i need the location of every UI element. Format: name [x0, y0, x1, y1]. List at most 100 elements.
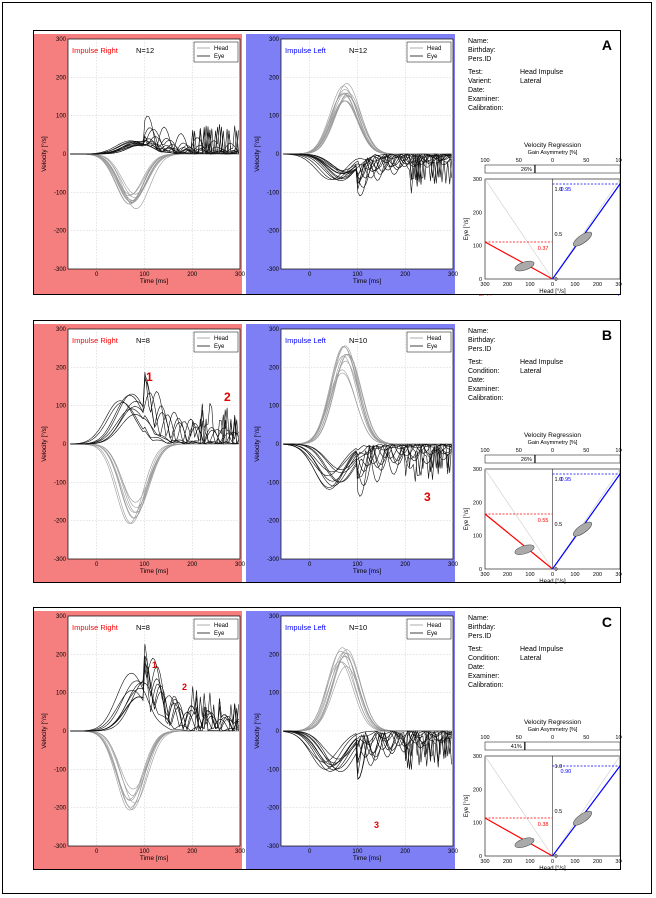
gain-asymmetry-label: Gain Asymmetry [%]	[528, 440, 578, 446]
left-data-cloud	[572, 521, 593, 537]
legend-head-label: Head	[214, 623, 228, 629]
time-tick-label: 300	[448, 849, 459, 855]
eye-tick-label: 200	[473, 787, 482, 793]
legend-eye-label: Eye	[427, 631, 438, 637]
right-plot: 300 200 100 0 -100 -200 -300 0 100 200 300 Time [ms…	[40, 37, 246, 285]
eye-trace	[283, 730, 452, 771]
head-trace	[70, 730, 239, 800]
examiner-label: Examiner:	[468, 673, 500, 681]
eye-tick-label: 100	[473, 821, 482, 827]
panel-letter-c: C	[601, 614, 612, 630]
traces	[283, 345, 452, 497]
name-label: Name:	[468, 38, 489, 45]
velocity-tick-label: 200	[56, 75, 67, 81]
head-tick-label: 100	[525, 859, 534, 865]
variant-label: Condition:	[468, 367, 500, 375]
annotation-marker-2: 2	[224, 390, 231, 404]
legend-head-label: Head	[214, 46, 228, 52]
velocity-tick-label: 0	[276, 152, 280, 158]
head-tick-label: 300	[615, 859, 622, 865]
eye-tick-label: 300	[473, 177, 482, 183]
head-tick-label: 300	[615, 572, 622, 578]
examiner-label: Examiner:	[468, 96, 500, 104]
asymmetry-tick-label: 100	[615, 448, 622, 454]
asymmetry-tick-label: 50	[516, 735, 522, 741]
eye-tick-label: 200	[473, 500, 482, 506]
birthday-label: Birthday:	[468, 624, 496, 632]
head-tick-label: 200	[593, 282, 602, 288]
eye-tick-label: 0	[479, 277, 482, 283]
sample-count: N=8	[136, 336, 150, 345]
annotation-marker-3: 3	[374, 820, 379, 830]
time-tick-label: 100	[352, 849, 363, 855]
eye-trace	[70, 672, 239, 732]
panel-b: 300 200 100 0 -100 -200 -300 0 100 200 300 Time [ms…	[33, 320, 622, 584]
calibration-label: Calibration:	[468, 395, 504, 403]
legend-box	[406, 331, 452, 353]
velocity-tick-label: -300	[54, 267, 67, 273]
right-gain-value: 0.37	[538, 246, 549, 252]
unity-line-right	[484, 755, 553, 857]
left-gain-value: 0.95	[561, 187, 572, 193]
eye-trace	[283, 730, 452, 772]
slope-tick-label: 0	[555, 567, 558, 573]
slope-tick-label: 1.0	[555, 187, 563, 193]
velocity-tick-label: 300	[56, 327, 67, 333]
asymmetry-tick-label: 100	[480, 448, 489, 454]
right-gain-line	[484, 241, 553, 280]
eye-trace	[283, 153, 452, 180]
eye-trace	[70, 378, 239, 445]
regression-title: Velocity Regression	[524, 432, 581, 439]
head-tick-label: 100	[570, 282, 579, 288]
traces	[70, 643, 239, 811]
name-label: Name:	[468, 328, 489, 335]
pers-id-label: Pers.ID	[468, 633, 492, 641]
legend-box	[193, 618, 239, 640]
eye-trace	[283, 443, 452, 490]
time-tick-label: 200	[187, 849, 198, 855]
time-axis-label: Time [ms]	[353, 568, 381, 575]
eye-trace	[283, 153, 452, 197]
velocity-tick-label: 200	[269, 365, 280, 371]
test-label: Test:	[468, 358, 483, 366]
time-tick-label: 100	[139, 849, 150, 855]
eye-trace	[283, 730, 452, 770]
time-tick-label: 100	[139, 272, 150, 278]
head-tick-label: 0	[551, 859, 554, 865]
time-tick-label: 200	[187, 272, 198, 278]
legend-head-label: Head	[427, 336, 441, 342]
velocity-tick-label: 0	[63, 152, 67, 158]
legend-eye-label: Eye	[427, 344, 438, 350]
eye-trace	[283, 730, 452, 767]
sample-count: N=12	[136, 46, 154, 55]
time-tick-label: 100	[139, 562, 150, 568]
asymmetry-bar	[484, 164, 621, 174]
test-label: Test:	[468, 68, 483, 76]
time-tick-label: 200	[400, 562, 411, 568]
velocity-tick-label: 100	[269, 404, 280, 410]
asymmetry-tick-label: 0	[551, 735, 554, 741]
eye-trace	[70, 402, 239, 445]
birthday-label: Birthday:	[468, 337, 496, 345]
time-axis-label: Time [ms]	[353, 855, 381, 862]
eye-trace	[70, 662, 239, 732]
asymmetry-bar	[484, 454, 621, 464]
panel-a: 300 200 100 0 -100 -200 -300 0 100 200 300 Time [ms…	[33, 30, 622, 296]
velocity-tick-label: 0	[63, 729, 67, 735]
time-tick-label: 0	[95, 562, 99, 568]
left-gain-value: 0.95	[561, 477, 572, 483]
left-gain-line	[552, 473, 621, 570]
time-axis-label: Time [ms]	[140, 278, 168, 285]
asymmetry-tick-label: 50	[516, 158, 522, 164]
head-trace	[70, 443, 239, 524]
slope-tick-label: 0	[555, 277, 558, 283]
slope-tick-label: 1.0	[555, 764, 563, 770]
velocity-tick-label: -300	[54, 844, 67, 850]
eye-trace	[70, 408, 239, 445]
head-tick-label: 200	[503, 282, 512, 288]
left-gain-value: 0.90	[561, 769, 572, 775]
left-gain-line	[552, 183, 621, 280]
panel-c: 300 200 100 0 -100 -200 -300 0 100 200 300 Time [ms…	[33, 607, 622, 871]
